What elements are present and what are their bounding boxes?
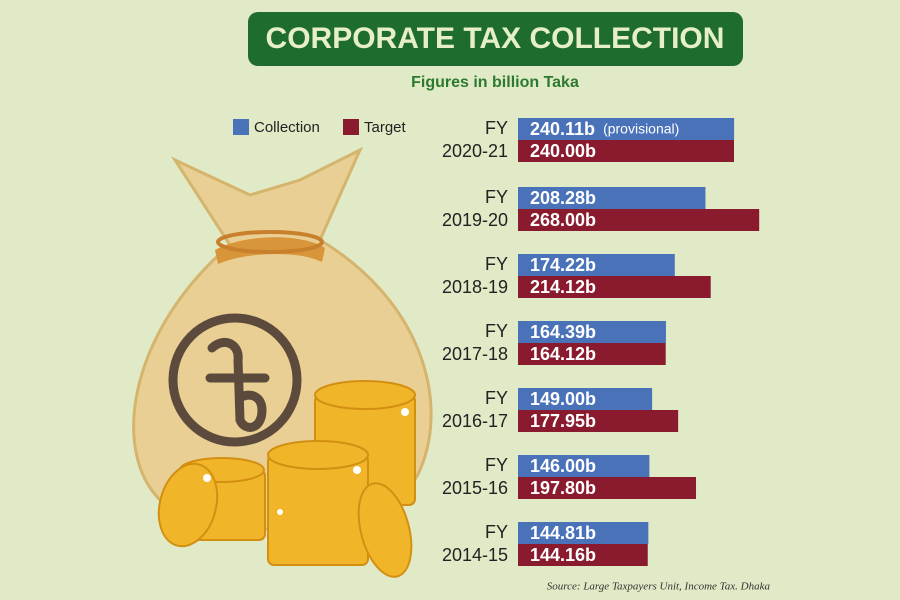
annotation: (provisional)	[603, 121, 679, 137]
bar	[518, 321, 666, 343]
bar	[518, 544, 648, 566]
money-bag-illustration	[132, 146, 433, 578]
category-label: 2015-16	[442, 478, 508, 498]
legend-label: Target	[364, 119, 407, 136]
value-label: 174.22b	[530, 255, 596, 275]
category-label: 2020-21	[442, 141, 508, 161]
value-label: 208.28b	[530, 188, 596, 208]
legend-swatch	[233, 119, 249, 135]
category-label: FY	[485, 388, 508, 408]
source-note: Source: Large Taxpayers Unit, Income Tax…	[547, 581, 771, 593]
value-label: 149.00b	[530, 389, 596, 409]
category-label: FY	[485, 321, 508, 341]
value-label: 177.95b	[530, 411, 596, 431]
category-label: 2017-18	[442, 344, 508, 364]
legend-label: Collection	[254, 119, 320, 136]
bar	[518, 388, 653, 410]
category-label: 2016-17	[442, 411, 508, 431]
category-label: FY	[485, 254, 508, 274]
value-label: 144.81b	[530, 523, 596, 543]
bar	[518, 477, 697, 499]
chart-title: CORPORATE TAX COLLECTION	[266, 22, 725, 55]
value-label: 240.00b	[530, 141, 596, 161]
category-label: 2019-20	[442, 210, 508, 230]
category-label: FY	[485, 455, 508, 475]
bar	[518, 455, 650, 477]
category-label: 2014-15	[442, 545, 508, 565]
value-label: 164.12b	[530, 344, 596, 364]
value-label: 164.39b	[530, 322, 596, 342]
value-label: 144.16b	[530, 545, 596, 565]
chart-subtitle: Figures in billion Taka	[411, 74, 579, 91]
bar	[518, 410, 679, 432]
category-label: FY	[485, 522, 508, 542]
value-label: 146.00b	[530, 456, 596, 476]
value-label: 268.00b	[530, 210, 596, 230]
title-box	[248, 12, 743, 66]
bar	[518, 140, 734, 162]
legend-swatch	[343, 119, 359, 135]
value-label: 197.80b	[530, 478, 596, 498]
category-label: 2018-19	[442, 277, 508, 297]
bar	[518, 522, 649, 544]
bar	[518, 276, 711, 298]
category-label: FY	[485, 187, 508, 207]
bar	[518, 254, 675, 276]
value-label: 214.12b	[530, 277, 596, 297]
bar	[518, 187, 706, 209]
bar	[518, 343, 666, 365]
value-label: 240.11b	[530, 119, 595, 139]
bar	[518, 118, 735, 140]
category-label: FY	[485, 118, 508, 138]
bar	[518, 209, 760, 231]
